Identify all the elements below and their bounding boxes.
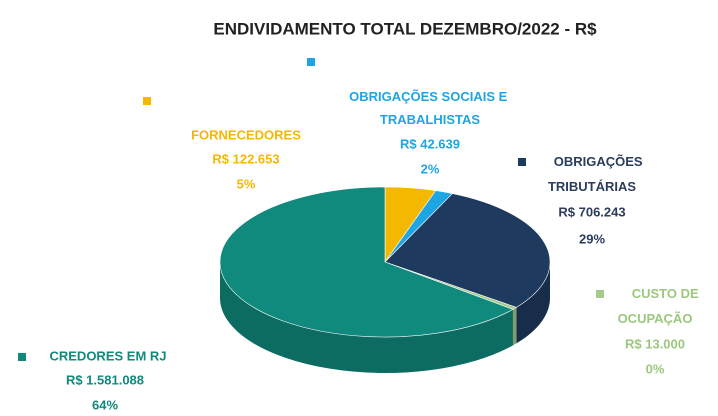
percent-label: 29% [579,231,605,246]
category-label: CREDORES EM RJ [49,348,166,363]
category-label: FORNECEDORES [191,127,301,142]
slice [219,186,514,338]
percent-label: 64% [92,397,118,412]
slice [384,193,551,308]
slice-side [220,262,513,374]
percent-label: 2% [421,161,440,176]
category-label: OBRIGAÇÕES SOCIAIS E TRABALHISTAS [349,89,511,127]
legend-marker [143,97,151,105]
value-label: R$ 122.653 [212,151,279,166]
legend-marker [307,58,315,66]
legend-marker [596,290,604,298]
value-label: R$ 13.000 [625,336,685,351]
legend-marker [18,353,26,361]
value-label: R$ 706.243 [558,204,625,219]
percent-label: 5% [237,176,256,191]
slice-side [512,307,517,346]
category-label: CUSTO DE OCUPAÇÃO [618,286,703,326]
legend-marker [518,158,526,166]
value-label: R$ 1.581.088 [66,372,144,387]
slice-side [516,262,550,344]
category-label: OBRIGAÇÕES TRIBUTÁRIAS [548,154,646,194]
chart-title: ENDIVIDAMENTO TOTAL DEZEMBRO/2022 - R$ [213,19,597,38]
value-label: R$ 42.639 [400,136,460,151]
percent-label: 0% [646,361,665,376]
